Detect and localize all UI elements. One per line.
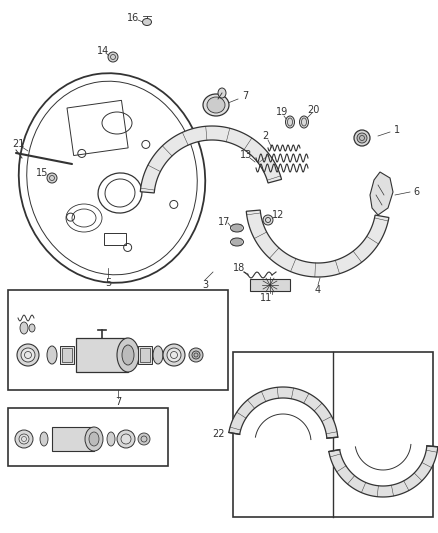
Text: 2: 2: [262, 131, 268, 141]
Ellipse shape: [47, 346, 57, 364]
Text: 9: 9: [31, 305, 37, 315]
Ellipse shape: [19, 434, 29, 444]
Text: 18: 18: [233, 263, 245, 273]
Bar: [250, 279, 290, 291]
Ellipse shape: [138, 433, 150, 445]
Text: 3: 3: [390, 361, 396, 371]
Bar: [67, 100, 128, 156]
Bar: [140, 348, 150, 362]
Text: 20: 20: [307, 105, 319, 115]
Ellipse shape: [29, 324, 35, 332]
Polygon shape: [229, 387, 338, 438]
Ellipse shape: [218, 88, 226, 98]
Text: 6: 6: [413, 187, 419, 197]
Text: 15: 15: [36, 168, 48, 178]
Text: 7: 7: [115, 397, 121, 407]
Ellipse shape: [192, 351, 200, 359]
Bar: [52, 427, 94, 451]
Ellipse shape: [85, 427, 103, 451]
Text: 8: 8: [45, 317, 51, 327]
Ellipse shape: [167, 348, 181, 362]
Ellipse shape: [142, 19, 152, 26]
Text: 21: 21: [12, 139, 24, 149]
Polygon shape: [140, 126, 282, 193]
Ellipse shape: [47, 173, 57, 183]
Text: 3: 3: [290, 361, 296, 371]
Text: 5: 5: [105, 278, 111, 288]
Ellipse shape: [230, 238, 244, 246]
Ellipse shape: [286, 116, 294, 128]
Text: 7: 7: [242, 91, 248, 101]
Text: 13: 13: [240, 150, 252, 160]
Text: 16: 16: [127, 13, 139, 23]
Bar: [62, 348, 72, 362]
Ellipse shape: [203, 94, 229, 116]
Text: 3: 3: [202, 280, 208, 290]
Ellipse shape: [230, 224, 244, 232]
Ellipse shape: [117, 430, 135, 448]
Bar: [233, 352, 433, 517]
Text: 4: 4: [280, 502, 286, 512]
Bar: [8, 290, 228, 390]
Ellipse shape: [108, 52, 118, 62]
Ellipse shape: [117, 338, 139, 372]
Text: 14: 14: [97, 46, 109, 56]
Ellipse shape: [20, 322, 28, 334]
Text: 12: 12: [272, 210, 284, 220]
Ellipse shape: [153, 346, 163, 364]
Ellipse shape: [121, 434, 131, 444]
Ellipse shape: [207, 97, 225, 113]
Ellipse shape: [21, 348, 35, 362]
Polygon shape: [370, 172, 393, 215]
Text: 4: 4: [380, 502, 386, 512]
Text: 22: 22: [212, 429, 225, 439]
Ellipse shape: [189, 348, 203, 362]
Ellipse shape: [354, 130, 370, 146]
Ellipse shape: [122, 345, 134, 365]
Ellipse shape: [263, 215, 273, 225]
Bar: [138, 346, 152, 364]
Text: 11: 11: [260, 293, 272, 303]
Polygon shape: [329, 446, 438, 497]
Bar: [8, 408, 168, 466]
Ellipse shape: [15, 430, 33, 448]
Bar: [76, 338, 128, 372]
Ellipse shape: [17, 344, 39, 366]
Bar: [60, 346, 74, 364]
Text: 4: 4: [315, 285, 321, 295]
Bar: [104, 233, 126, 245]
Ellipse shape: [89, 432, 99, 446]
Text: 1: 1: [394, 125, 400, 135]
Ellipse shape: [300, 116, 308, 128]
Polygon shape: [246, 210, 389, 277]
Text: 19: 19: [276, 107, 288, 117]
Ellipse shape: [357, 133, 367, 143]
Text: 17: 17: [218, 217, 230, 227]
Ellipse shape: [163, 344, 185, 366]
Ellipse shape: [107, 432, 115, 446]
Ellipse shape: [40, 432, 48, 446]
